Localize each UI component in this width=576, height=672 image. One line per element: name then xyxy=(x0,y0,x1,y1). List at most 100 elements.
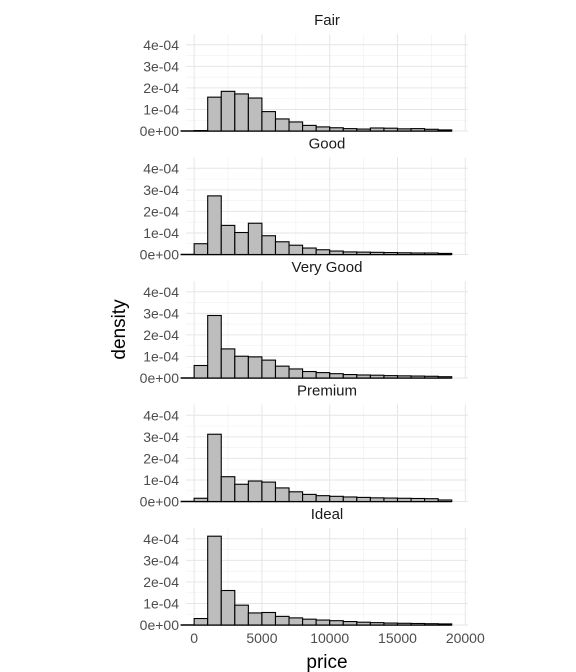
histogram-bar xyxy=(274,365,290,379)
histogram-bar xyxy=(356,621,371,626)
y-tick-label: 4e-04 xyxy=(143,37,179,53)
histogram-bar xyxy=(329,620,344,626)
histogram-bar xyxy=(329,495,344,503)
histogram-bar xyxy=(234,604,249,626)
y-tick-label: 0e+00 xyxy=(140,123,180,139)
y-tick-label: 4e-04 xyxy=(143,531,179,547)
histogram-bar xyxy=(247,97,263,132)
histogram-bar xyxy=(329,127,344,132)
histogram-bar xyxy=(424,498,439,503)
histogram-bar xyxy=(356,251,371,256)
histogram-bar xyxy=(342,621,358,626)
x-tick-label: 20000 xyxy=(446,630,485,646)
histogram-bar xyxy=(247,612,263,626)
histogram-bar xyxy=(247,480,263,503)
histogram-bar xyxy=(274,241,290,256)
y-tick-label: 2e-04 xyxy=(143,574,179,590)
histogram-bar xyxy=(369,622,385,626)
histogram-bar xyxy=(410,252,426,256)
y-tick-label: 4e-04 xyxy=(143,284,179,300)
histogram-bar xyxy=(261,359,277,379)
histogram-bar xyxy=(383,252,399,256)
y-tick-label: 4e-04 xyxy=(143,160,179,176)
histogram-bar xyxy=(207,96,222,132)
histogram-bar xyxy=(369,251,385,256)
histogram-bar xyxy=(274,615,290,626)
histogram-bar xyxy=(234,355,249,379)
facet-strip-label: Premium xyxy=(297,383,357,400)
histogram-bar xyxy=(207,535,222,626)
histogram-bar xyxy=(274,118,290,132)
histogram-bar xyxy=(220,476,236,503)
histogram-bar xyxy=(220,589,236,626)
histogram-bar xyxy=(302,370,317,379)
histogram-bar xyxy=(342,496,358,503)
histogram-bar xyxy=(247,356,263,379)
histogram-bar xyxy=(342,374,358,379)
histogram-bar xyxy=(396,128,412,132)
y-tick-label: 1e-04 xyxy=(143,101,179,117)
histogram-bar xyxy=(383,127,399,132)
histogram-bar xyxy=(396,622,412,626)
histogram-bar xyxy=(234,93,249,132)
histogram-bar xyxy=(193,617,209,626)
histogram-bar xyxy=(315,249,331,256)
y-tick-label: 2e-04 xyxy=(143,450,179,466)
histogram-bar xyxy=(437,623,453,626)
histogram-bar xyxy=(396,375,412,379)
histogram-bar xyxy=(288,368,304,379)
histogram-bar xyxy=(302,493,317,503)
histogram-bar xyxy=(288,121,304,132)
y-tick-label: 0e+00 xyxy=(140,247,180,263)
x-tick-label: 0 xyxy=(190,630,198,646)
histogram-bar xyxy=(424,375,439,379)
histogram-bar xyxy=(261,481,277,503)
histogram-bar xyxy=(220,224,236,256)
histogram-bar xyxy=(315,372,331,379)
histogram-bar xyxy=(356,128,371,132)
facet-panel-fair: Fair 0e+00 1e-04 2e-04 3e-04 4e-04 xyxy=(140,12,468,139)
histogram-bar xyxy=(288,617,304,626)
histogram-bar xyxy=(369,374,385,379)
histogram-bar xyxy=(437,252,453,256)
histogram-bar xyxy=(437,129,453,132)
histogram-bar xyxy=(207,195,222,256)
histogram-bar xyxy=(356,496,371,503)
histogram-bar xyxy=(437,499,453,503)
y-tick-label: 4e-04 xyxy=(143,407,179,423)
y-tick-label: 3e-04 xyxy=(143,429,179,445)
histogram-bar xyxy=(234,231,249,256)
facet-strip-label: Very Good xyxy=(292,259,363,276)
y-tick-label: 0e+00 xyxy=(140,370,180,386)
facet-strip-label: Good xyxy=(309,136,346,153)
y-tick-label: 1e-04 xyxy=(143,225,179,241)
histogram-bar xyxy=(342,128,358,132)
histogram-bar xyxy=(410,128,426,132)
histogram-bar xyxy=(329,373,344,379)
histogram-bar xyxy=(424,128,439,132)
histogram-bar xyxy=(383,622,399,626)
x-tick-label: 5000 xyxy=(246,630,277,646)
facet-panel-very-good: Very Good 0e+00 1e-04 2e-04 3e-04 4e-04 xyxy=(140,259,468,386)
histogram-bar xyxy=(410,622,426,626)
histogram-bar xyxy=(356,374,371,379)
y-tick-label: 3e-04 xyxy=(143,58,179,74)
histogram-bar xyxy=(410,497,426,503)
histogram-bar xyxy=(315,126,331,132)
y-tick-label: 0e+00 xyxy=(140,617,180,633)
histogram-bar xyxy=(302,124,317,132)
histogram-bar xyxy=(261,235,277,256)
facet-panel-good: Good 0e+00 1e-04 2e-04 3e-04 4e-04 xyxy=(140,136,468,263)
x-tick-label: 15000 xyxy=(378,630,417,646)
histogram-bar xyxy=(274,487,290,503)
y-tick-label: 1e-04 xyxy=(143,472,179,488)
y-tick-label: 2e-04 xyxy=(143,203,179,219)
facet-panel-ideal: Ideal 0e+00 1e-04 2e-04 3e-04 4e-04 xyxy=(140,506,468,633)
histogram-bar xyxy=(288,244,304,256)
histogram-bar xyxy=(220,348,236,379)
histogram-bar xyxy=(396,252,412,256)
histogram-bar xyxy=(234,483,249,503)
y-tick-label: 2e-04 xyxy=(143,80,179,96)
y-tick-label: 3e-04 xyxy=(143,305,179,321)
